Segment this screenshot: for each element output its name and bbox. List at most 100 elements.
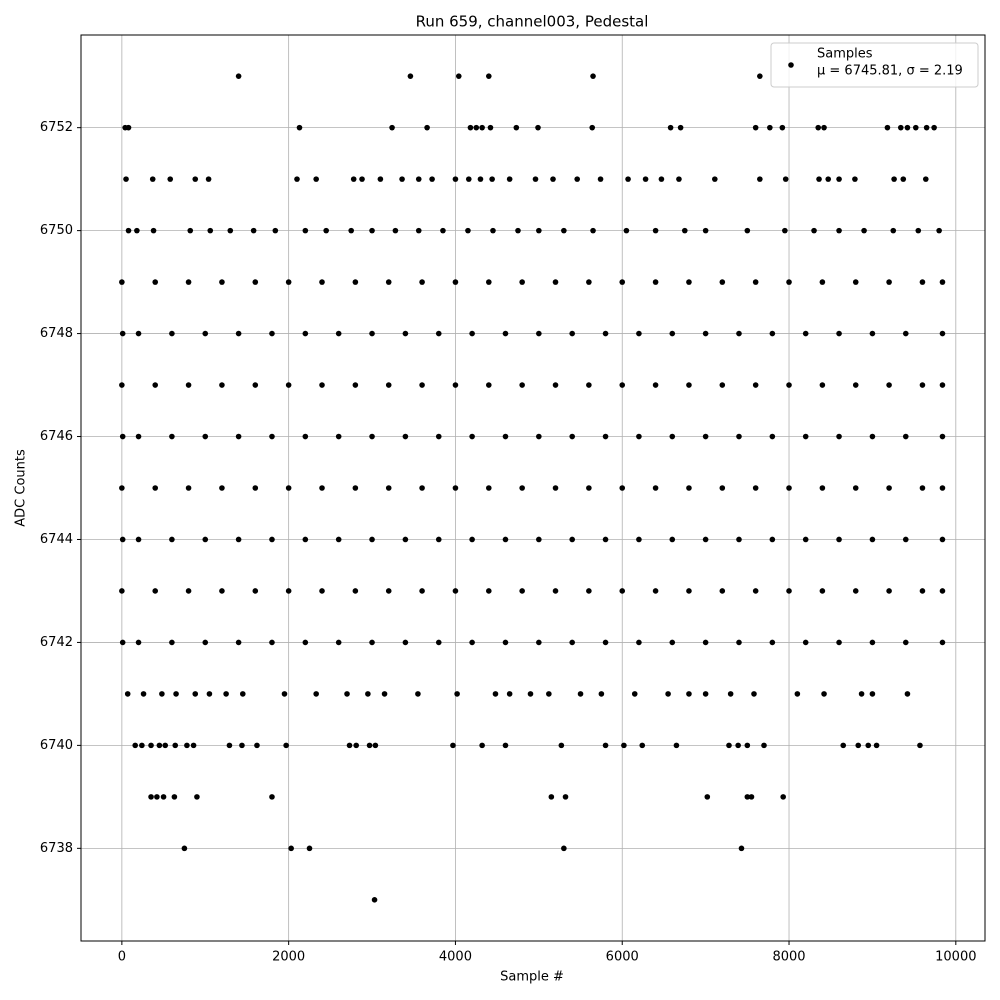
point bbox=[886, 588, 892, 594]
point bbox=[486, 73, 492, 79]
y-tick-label: 6752 bbox=[40, 120, 73, 135]
point bbox=[385, 279, 392, 285]
x-tick-label: 0 bbox=[118, 950, 126, 965]
point bbox=[519, 382, 525, 388]
point bbox=[269, 794, 275, 800]
point bbox=[202, 433, 209, 440]
point bbox=[752, 382, 759, 388]
point bbox=[532, 176, 539, 182]
point bbox=[702, 433, 709, 440]
point bbox=[452, 588, 459, 594]
point bbox=[477, 176, 484, 182]
point bbox=[173, 691, 179, 697]
point bbox=[419, 588, 425, 594]
point bbox=[235, 433, 242, 440]
point bbox=[819, 382, 826, 388]
point bbox=[285, 485, 292, 491]
point bbox=[535, 124, 541, 131]
x-tick-label: 6000 bbox=[606, 950, 639, 965]
point bbox=[160, 794, 167, 800]
point bbox=[840, 742, 847, 749]
point bbox=[561, 227, 567, 234]
point bbox=[939, 639, 946, 646]
point bbox=[769, 536, 776, 543]
y-tick-label: 6742 bbox=[40, 635, 73, 650]
point bbox=[119, 433, 126, 440]
point bbox=[936, 227, 942, 234]
point bbox=[652, 382, 659, 388]
point bbox=[169, 433, 175, 440]
point bbox=[590, 227, 596, 234]
point bbox=[836, 330, 842, 337]
point bbox=[939, 485, 946, 491]
point bbox=[686, 588, 692, 594]
point bbox=[489, 176, 495, 182]
point bbox=[399, 176, 405, 182]
point bbox=[152, 485, 159, 491]
point bbox=[802, 536, 809, 543]
point bbox=[467, 124, 474, 131]
point bbox=[323, 227, 329, 234]
point bbox=[381, 691, 388, 697]
point bbox=[140, 691, 147, 697]
point bbox=[319, 382, 325, 388]
point bbox=[939, 433, 946, 440]
point bbox=[372, 742, 379, 749]
point bbox=[602, 742, 609, 749]
point bbox=[873, 742, 880, 749]
point bbox=[719, 382, 726, 388]
point bbox=[302, 639, 309, 646]
point bbox=[148, 742, 154, 749]
point bbox=[502, 742, 509, 749]
point bbox=[352, 279, 359, 285]
point bbox=[519, 485, 525, 491]
point bbox=[162, 742, 169, 749]
point bbox=[577, 691, 584, 697]
point bbox=[479, 742, 485, 749]
point bbox=[939, 279, 946, 285]
point bbox=[269, 536, 275, 543]
point bbox=[639, 742, 646, 749]
point bbox=[119, 330, 126, 337]
point bbox=[719, 485, 726, 491]
point bbox=[135, 639, 142, 646]
point bbox=[923, 124, 930, 131]
point bbox=[119, 279, 125, 285]
point bbox=[852, 588, 859, 594]
point bbox=[513, 124, 520, 131]
point bbox=[586, 485, 592, 491]
point bbox=[536, 536, 542, 543]
point bbox=[219, 279, 225, 285]
point bbox=[769, 433, 776, 440]
x-axis-label: Sample # bbox=[500, 970, 564, 985]
point bbox=[239, 742, 245, 749]
point bbox=[919, 382, 926, 388]
point bbox=[619, 485, 626, 491]
legend-label: Samples bbox=[817, 47, 873, 62]
point bbox=[902, 433, 909, 440]
point bbox=[884, 124, 891, 131]
point bbox=[150, 227, 157, 234]
point bbox=[156, 742, 163, 749]
y-tick-label: 6738 bbox=[40, 841, 73, 856]
point bbox=[250, 227, 257, 234]
point bbox=[736, 536, 742, 543]
point bbox=[669, 536, 676, 543]
point bbox=[536, 639, 542, 646]
point bbox=[811, 227, 817, 234]
point bbox=[931, 124, 937, 131]
point bbox=[239, 691, 246, 697]
point bbox=[452, 485, 459, 491]
point bbox=[419, 485, 425, 491]
point bbox=[302, 536, 309, 543]
point bbox=[815, 124, 822, 131]
point bbox=[285, 382, 292, 388]
point bbox=[283, 742, 289, 749]
point bbox=[702, 227, 709, 234]
point bbox=[665, 691, 671, 697]
point bbox=[202, 639, 209, 646]
point bbox=[119, 588, 125, 594]
point bbox=[506, 176, 513, 182]
point bbox=[869, 433, 876, 440]
point bbox=[272, 227, 279, 234]
